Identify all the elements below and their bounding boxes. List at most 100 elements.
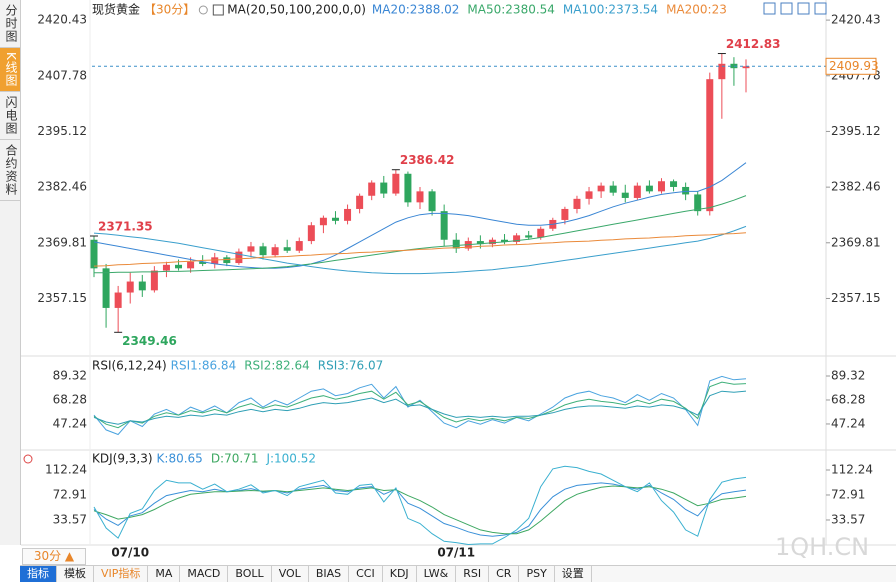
y-tick-label: 2369.81 [37,235,87,249]
extreme-label: 2349.46 [122,334,177,348]
series-line [93,232,747,267]
sidebar-tab[interactable]: K线图 [0,48,20,92]
candle-body [440,211,448,240]
y-tick-label: 2357.15 [831,291,881,305]
panel-title: 现货黄金 [92,2,140,17]
candle-body [488,239,496,245]
y-tick-label: 2357.15 [37,291,87,305]
panel-title: KDJ(9,3,3) [92,452,153,466]
candle-body [380,182,388,194]
y-tick-label: 2420.43 [831,13,881,27]
toolbar-item[interactable]: VIP指标 [94,566,149,582]
y-tick-label: 2382.46 [831,180,881,194]
y-tick-label: 72.91 [53,487,87,501]
candle-body [621,192,629,198]
candle-body [573,198,581,209]
series-line [93,482,747,537]
candle-body [90,239,98,269]
candle-body [585,191,593,199]
candle-body [609,185,617,193]
legend-entry: K:80.65 [157,452,203,466]
y-tick-label: 2395.12 [37,124,87,138]
candle-body [102,268,110,308]
y-tick-label: 2395.12 [831,124,881,138]
toolbar-item[interactable]: 设置 [555,566,592,582]
toolbar-item[interactable]: CR [489,566,520,582]
sidebar-tab[interactable]: 闪电图 [0,92,20,140]
candle-body [211,257,219,264]
extreme-label: 2412.83 [726,37,781,51]
candle-body [271,247,279,256]
legend-entry: RSI2:82.64 [244,359,310,373]
candle-body [645,185,653,192]
candle-body [319,217,327,226]
extreme-label: 2386.42 [400,153,455,167]
candle-body [428,191,436,212]
period-label: 【30分】 [144,3,195,17]
x-tick-label: 07/10 [111,546,149,560]
toolbar-item[interactable]: PSY [519,566,555,582]
toolbar-item[interactable]: MA [148,566,181,582]
candle-body [561,208,569,220]
y-tick-label: 89.32 [831,368,865,382]
toolbar-item[interactable]: CCI [349,566,383,582]
y-tick-label: 2369.81 [831,235,881,249]
y-tick-label: 89.32 [53,368,87,382]
legend-entry: D:70.71 [211,452,259,466]
candle-body [597,185,605,192]
toolbar-item[interactable]: BOLL [228,566,272,582]
candle-body [283,247,291,251]
sidebar-tab[interactable]: 合约资料 [0,140,20,201]
series-line [93,381,747,429]
panel-title: RSI(6,12,24) [92,359,167,373]
series-line [93,162,747,269]
last-price-box [825,57,877,75]
period-button[interactable]: 30分 ▲ [22,548,86,565]
toolbar-item[interactable]: BIAS [309,566,350,582]
extreme-label: 2371.35 [98,220,153,234]
candle-body [706,79,714,212]
toolbar-item[interactable]: MACD [180,566,229,582]
last-price-label: 2409.93 [829,59,879,73]
toolbar-icons [763,2,827,15]
candle-body [247,246,255,252]
indicator-toolbar: 指标 模板 VIP指标 MA MACD BOLL VOL BIAS CCI KDJ LW& RSI CR… [20,565,896,582]
toolbar-item[interactable]: KDJ [383,566,417,582]
toolbar-item[interactable]: VOL [272,566,309,582]
toolbar-item[interactable]: 模板 [57,566,94,582]
candle-body [694,194,702,212]
y-tick-label: 68.28 [53,392,87,406]
candle-body [235,251,243,264]
candle-body [175,264,183,269]
sidebar-tab[interactable]: 分时图 [0,0,20,48]
candle-body [730,63,738,69]
settings-icon[interactable] [23,454,33,464]
toolbar-item[interactable]: LW& [417,566,457,582]
candle-body [187,261,195,269]
series-line [94,195,747,274]
sidebar: 分时图 K线图 闪电图 合约资料 [0,0,21,545]
candle-body [331,217,339,221]
candle-body [476,241,484,245]
candle-body [657,181,665,192]
y-tick-label: 33.57 [53,512,87,526]
indicator-icon [212,4,224,16]
y-tick-label: 2407.78 [37,68,87,82]
candle-body [718,63,726,80]
toolbar-item[interactable]: 指标 [20,566,57,582]
y-tick-label: 47.24 [53,416,87,430]
toolbar-item[interactable]: RSI [456,566,490,582]
candle-body [295,241,303,251]
series-line [93,390,747,425]
legend-entry: J:100.52 [265,452,316,466]
candle-body [537,228,545,238]
candle-body [501,239,509,242]
y-tick-label: 2382.46 [37,180,87,194]
series-line [93,465,747,546]
y-tick-label: 68.28 [831,392,865,406]
candle-body [392,173,400,194]
candle-body [513,235,521,242]
candle-body [356,195,364,209]
